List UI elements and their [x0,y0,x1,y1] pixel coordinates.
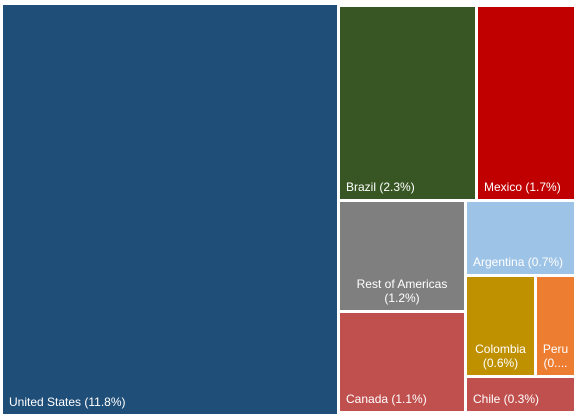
treemap-tile-brazil: Brazil (2.3%) [340,7,475,199]
treemap-tile-chile: Chile (0.3%) [467,378,574,411]
treemap-tile-label: Argentina (0.7%) [473,255,564,269]
treemap-tile-united-states: United States (11.8%) [3,5,337,414]
treemap-tile-canada: Canada (1.1%) [340,313,464,411]
treemap-tile-colombia: Colombia (0.6%) [467,277,534,375]
treemap-tile-label: Rest of Americas (1.2%) [356,277,448,305]
treemap-tile-argentina: Argentina (0.7%) [467,202,574,274]
treemap-tile-label: Mexico (1.7%) [484,180,561,194]
treemap-tile-peru: Peru (0.... [537,277,574,375]
treemap-tile-label: United States (11.8%) [9,395,126,409]
treemap-tile-label: Chile (0.3%) [473,392,540,406]
treemap-tile-label: Canada (1.1%) [346,392,427,406]
treemap-tile-label: Colombia (0.6%) [475,342,526,370]
treemap-tile-mexico: Mexico (1.7%) [478,7,574,199]
treemap-tile-rest-of-americas: Rest of Americas (1.2%) [340,202,464,310]
treemap-tile-label: Peru (0.... [542,342,569,370]
treemap-tile-label: Brazil (2.3%) [346,180,415,194]
